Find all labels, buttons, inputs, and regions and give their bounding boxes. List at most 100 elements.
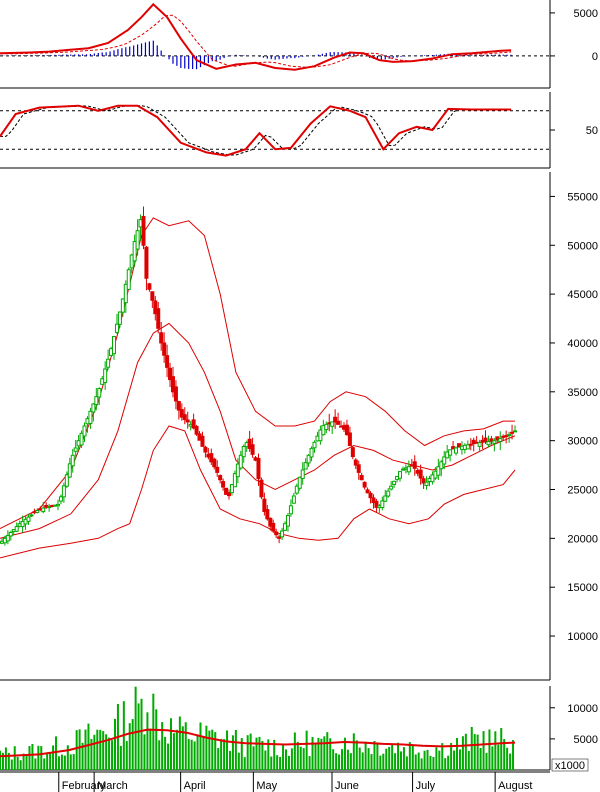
candle-body — [421, 478, 426, 484]
candle-body — [238, 454, 243, 469]
volume-moving-average — [0, 728, 516, 758]
volume-bar — [285, 749, 288, 770]
volume-bar — [299, 746, 302, 770]
volume-bar — [370, 754, 373, 770]
candle-body — [153, 300, 158, 315]
candle-body — [170, 376, 175, 393]
volume-bar — [420, 758, 423, 770]
volume-bar — [119, 745, 122, 770]
volume-bar — [34, 758, 37, 770]
volume-bar — [0, 750, 1, 770]
volume-bar — [143, 734, 146, 770]
volume-bar — [279, 756, 282, 770]
candle-body — [274, 531, 279, 536]
candle-body — [353, 459, 358, 466]
volume-bar — [461, 736, 464, 770]
volume-bar — [402, 747, 405, 770]
volume-bar — [382, 753, 385, 770]
volume-bar — [184, 722, 187, 770]
volume-bar — [355, 740, 358, 770]
volume-bar — [243, 757, 246, 770]
candle-body — [486, 441, 491, 446]
volume-tick-label: 10000 — [567, 703, 598, 715]
month-label: May — [256, 780, 277, 792]
volume-bar — [234, 729, 237, 770]
volume-bar — [149, 728, 152, 770]
candle-body — [250, 444, 255, 455]
volume-bar — [512, 740, 515, 770]
volume-bar — [270, 756, 273, 770]
volume-bar — [220, 739, 223, 770]
candle-body — [288, 505, 293, 515]
volume-bar — [152, 693, 155, 770]
volume-bar — [367, 748, 370, 770]
volume-bar — [140, 698, 143, 770]
volume-bar — [473, 734, 476, 770]
volume-bar — [426, 749, 429, 770]
volume-bar — [373, 741, 376, 770]
candle-body — [365, 489, 370, 494]
candle-body — [386, 490, 391, 497]
price-tick-label: 40000 — [567, 338, 598, 350]
volume-bar — [411, 744, 414, 770]
candle-body — [70, 454, 75, 467]
volume-bar — [211, 729, 214, 770]
volume-panel: 5000 10000 x1000 — [0, 686, 598, 772]
candle-body — [14, 526, 19, 532]
candle-body — [368, 492, 373, 499]
candle-body — [123, 283, 128, 304]
volume-bar — [491, 746, 494, 770]
candle-body — [507, 434, 512, 437]
volume-bar — [296, 741, 299, 770]
volume-bar — [199, 722, 202, 770]
volume-bar — [444, 758, 447, 770]
candle-body — [439, 461, 444, 470]
volume-bar — [170, 718, 173, 770]
volume-bar — [128, 723, 131, 770]
candle-body — [256, 457, 261, 480]
volume-bar — [52, 745, 55, 770]
candle-body — [209, 453, 214, 463]
volume-bar — [226, 730, 229, 770]
candle-body — [283, 523, 288, 531]
volume-bar — [161, 722, 164, 770]
volume-bar — [358, 747, 361, 770]
volume-bar — [405, 756, 408, 770]
volume-bar — [311, 737, 314, 770]
volume-bar — [317, 737, 320, 770]
candle-body — [73, 447, 78, 452]
price-tick-label: 20000 — [567, 533, 598, 545]
volume-bar — [102, 731, 105, 770]
volume-unit-box — [551, 758, 589, 772]
volume-bar — [96, 729, 99, 770]
volume-bar — [349, 753, 352, 770]
volume-bar — [467, 750, 470, 770]
candle-body — [173, 386, 178, 402]
volume-bar — [75, 730, 78, 770]
candle-body — [135, 230, 140, 250]
volume-bar — [258, 736, 261, 770]
price-tick-label: 15000 — [567, 582, 598, 594]
volume-bar — [335, 753, 338, 770]
candle-body — [114, 323, 119, 333]
candle-body — [265, 509, 270, 520]
candle-body — [456, 443, 461, 448]
candle-body — [97, 388, 102, 398]
candle-body — [303, 462, 308, 470]
volume-bar — [196, 734, 199, 770]
volume-bar — [470, 726, 473, 770]
volume-bar — [131, 719, 134, 770]
candle-body — [371, 497, 376, 504]
candle-body — [194, 425, 199, 435]
volume-bar — [190, 739, 193, 770]
volume-bar — [4, 747, 7, 770]
volume-bar — [441, 743, 444, 770]
candle-body — [448, 449, 453, 456]
volume-bar — [146, 712, 149, 770]
candle-body — [356, 464, 361, 473]
candle-body — [176, 401, 181, 411]
candle-body — [165, 355, 170, 368]
volume-bar — [223, 739, 226, 770]
